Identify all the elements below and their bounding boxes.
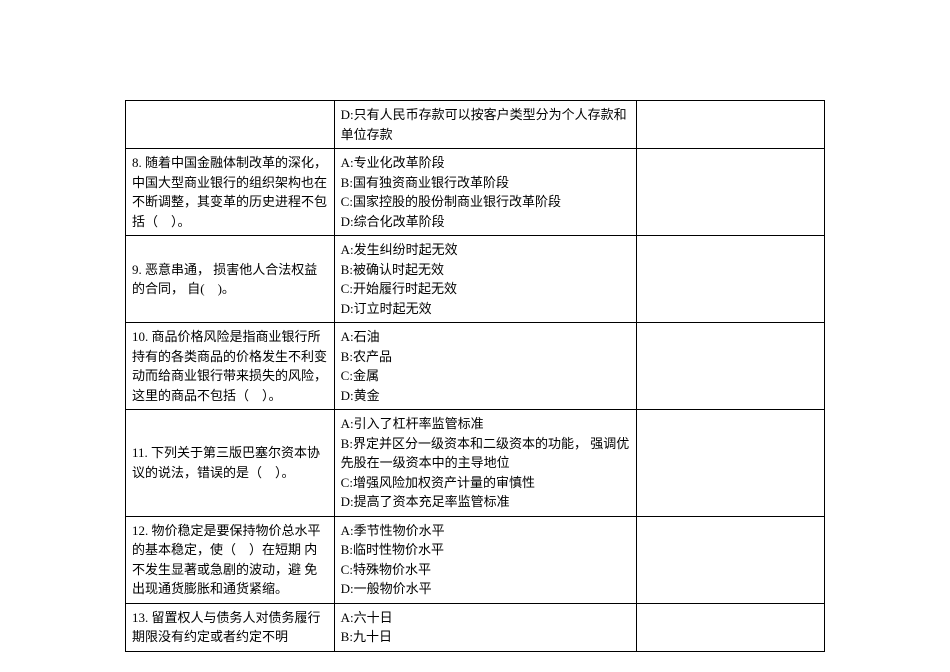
table-row: D:只有人民币存款可以按客户类型分为个人存款和单位存款 — [126, 101, 825, 149]
table-row: 11. 下列关于第三版巴塞尔资本协议的说法，错误的是（ ）。 A:引入了杠杆率监… — [126, 410, 825, 517]
option-text: B:界定并区分一级资本和二级资本的功能， 强调优先股在一级资本中的主导地位 — [341, 434, 631, 473]
question-cell: 12. 物价稳定是要保持物价总水平的基本稳定，使（ ）在短期 内不发生显著或急剧… — [126, 516, 335, 603]
question-cell: 11. 下列关于第三版巴塞尔资本协议的说法，错误的是（ ）。 — [126, 410, 335, 517]
question-cell — [126, 101, 335, 149]
option-text: D:综合化改革阶段 — [341, 212, 631, 232]
option-text: D:一般物价水平 — [341, 579, 631, 599]
option-text: D:提高了资本充足率监管标准 — [341, 492, 631, 512]
option-text: A:六十日 — [341, 608, 631, 628]
option-text: B:临时性物价水平 — [341, 540, 631, 560]
answer-cell — [637, 236, 825, 323]
question-cell: 10. 商品价格风险是指商业银行所持有的各类商品的价格发生不利变动而给商业银行带… — [126, 323, 335, 410]
option-text: A:发生纠纷时起无效 — [341, 240, 631, 260]
options-cell: A:发生纠纷时起无效 B:被确认时起无效 C:开始履行时起无效 D:订立时起无效 — [334, 236, 637, 323]
option-text: D:黄金 — [341, 386, 631, 406]
options-cell: A:专业化改革阶段 B:国有独资商业银行改革阶段 C:国家控股的股份制商业银行改… — [334, 149, 637, 236]
option-text: A:专业化改革阶段 — [341, 153, 631, 173]
option-text: C:增强风险加权资产计量的审慎性 — [341, 473, 631, 493]
answer-cell — [637, 603, 825, 651]
options-cell: A:六十日 B:九十日 — [334, 603, 637, 651]
options-cell: D:只有人民币存款可以按客户类型分为个人存款和单位存款 — [334, 101, 637, 149]
answer-cell — [637, 149, 825, 236]
option-text: D:订立时起无效 — [341, 299, 631, 319]
exam-table-body: D:只有人民币存款可以按客户类型分为个人存款和单位存款 8. 随着中国金融体制改… — [126, 101, 825, 652]
answer-cell — [637, 410, 825, 517]
question-cell: 13. 留置权人与债务人对债务履行期限没有约定或者约定不明 — [126, 603, 335, 651]
option-text: B:国有独资商业银行改革阶段 — [341, 173, 631, 193]
option-text: C:金属 — [341, 366, 631, 386]
option-text: A:季节性物价水平 — [341, 521, 631, 541]
option-text: A:石油 — [341, 327, 631, 347]
question-cell: 9. 恶意串通， 损害他人合法权益 的合同， 自( )。 — [126, 236, 335, 323]
table-row: 9. 恶意串通， 损害他人合法权益 的合同， 自( )。 A:发生纠纷时起无效 … — [126, 236, 825, 323]
exam-table: D:只有人民币存款可以按客户类型分为个人存款和单位存款 8. 随着中国金融体制改… — [125, 100, 825, 652]
answer-cell — [637, 323, 825, 410]
option-text: B:农产品 — [341, 347, 631, 367]
option-text: A:引入了杠杆率监管标准 — [341, 414, 631, 434]
option-text: C:开始履行时起无效 — [341, 279, 631, 299]
exam-table-container: D:只有人民币存款可以按客户类型分为个人存款和单位存款 8. 随着中国金融体制改… — [125, 100, 825, 652]
table-row: 8. 随着中国金融体制改革的深化，中国大型商业银行的组织架构也在不断调整，其变革… — [126, 149, 825, 236]
question-cell: 8. 随着中国金融体制改革的深化，中国大型商业银行的组织架构也在不断调整，其变革… — [126, 149, 335, 236]
options-cell: A:石油 B:农产品 C:金属 D:黄金 — [334, 323, 637, 410]
table-row: 12. 物价稳定是要保持物价总水平的基本稳定，使（ ）在短期 内不发生显著或急剧… — [126, 516, 825, 603]
answer-cell — [637, 101, 825, 149]
answer-cell — [637, 516, 825, 603]
option-text: B:被确认时起无效 — [341, 260, 631, 280]
table-row: 10. 商品价格风险是指商业银行所持有的各类商品的价格发生不利变动而给商业银行带… — [126, 323, 825, 410]
option-text: C:特殊物价水平 — [341, 560, 631, 580]
option-text: C:国家控股的股份制商业银行改革阶段 — [341, 192, 631, 212]
option-text: B:九十日 — [341, 627, 631, 647]
table-row: 13. 留置权人与债务人对债务履行期限没有约定或者约定不明 A:六十日 B:九十… — [126, 603, 825, 651]
option-text: D:只有人民币存款可以按客户类型分为个人存款和单位存款 — [341, 105, 631, 144]
options-cell: A:季节性物价水平 B:临时性物价水平 C:特殊物价水平 D:一般物价水平 — [334, 516, 637, 603]
options-cell: A:引入了杠杆率监管标准 B:界定并区分一级资本和二级资本的功能， 强调优先股在… — [334, 410, 637, 517]
